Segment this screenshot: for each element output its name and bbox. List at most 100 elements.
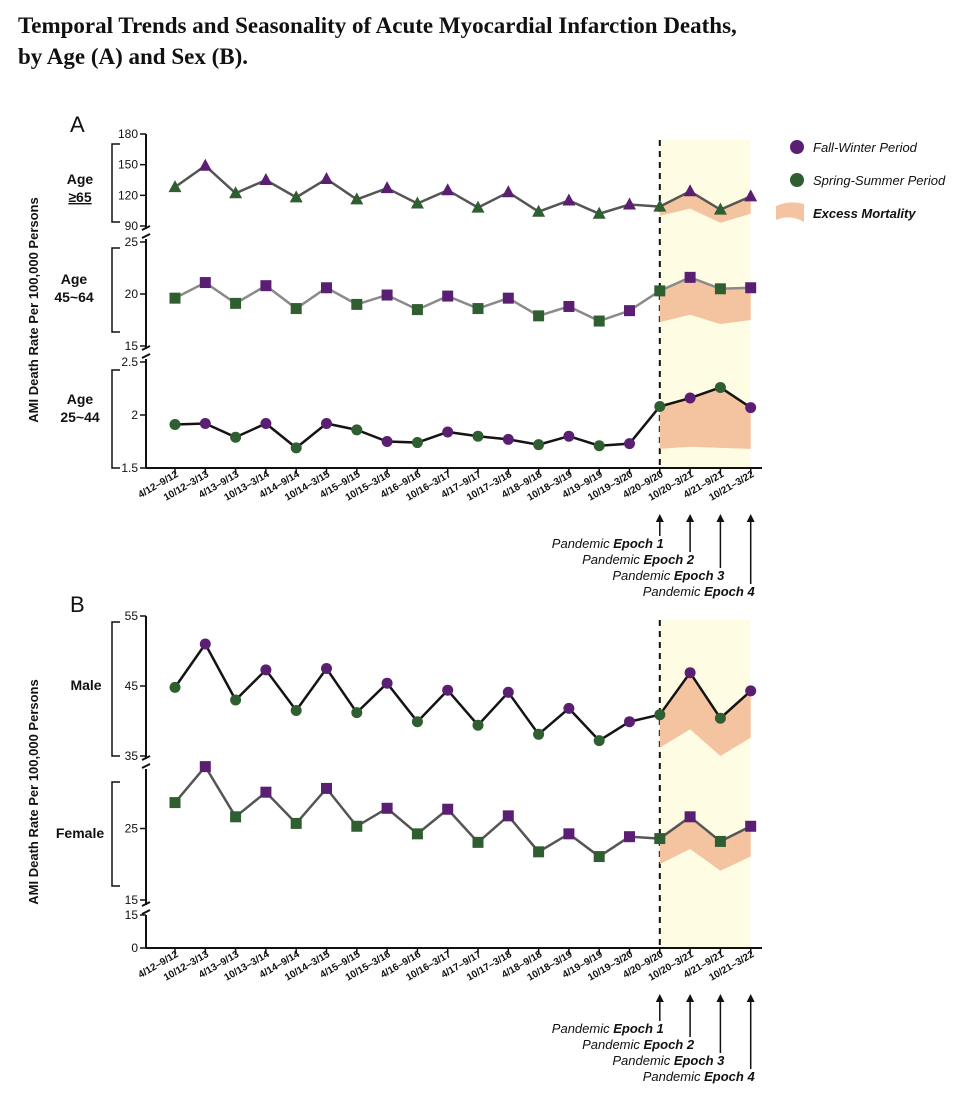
spring-summer-point [290, 442, 302, 454]
pandemic-period-background [659, 620, 750, 948]
epoch-label-number: Epoch 1 [613, 1021, 664, 1036]
y-axis-label: AMI Death Rate Per 100,000 Persons [26, 679, 41, 904]
spring-summer-point [351, 424, 363, 436]
fall-winter-point [624, 305, 635, 317]
legend-excess-swatch [776, 202, 804, 222]
fall-winter-point [381, 436, 393, 447]
axis-break-mark [141, 901, 151, 915]
fall-winter-point [684, 667, 696, 679]
epoch-arrow-head [746, 514, 755, 522]
fall-winter-point [563, 828, 575, 840]
row-label: Age [67, 171, 94, 187]
spring-summer-point [230, 431, 242, 443]
spring-summer-point [411, 304, 423, 316]
row-label: Female [56, 825, 104, 841]
spring-summer-point [654, 285, 666, 297]
spring-summer-point [714, 712, 726, 724]
spring-summer-point [229, 186, 243, 199]
y-tick-label: 150 [118, 158, 138, 172]
excess-mortality-band [659, 816, 751, 871]
fall-winter-point [502, 686, 514, 698]
fall-winter-point [442, 290, 454, 302]
spring-summer-point [351, 298, 363, 310]
fall-winter-point [684, 392, 696, 404]
legend-spring-summer-label: Spring-Summer Period [813, 173, 946, 188]
fall-winter-point [624, 831, 635, 843]
epoch-label-prefix: Pandemic [582, 552, 643, 567]
y-tick-label: 0 [131, 941, 138, 955]
row-label: Male [70, 677, 101, 693]
spring-summer-point [713, 202, 727, 215]
row-bracket [111, 621, 120, 757]
spring-summer-point [168, 180, 182, 193]
epoch-label-number: Epoch 2 [644, 552, 695, 567]
spring-summer-point [593, 440, 605, 452]
fall-winter-point [442, 426, 454, 438]
epoch-label: Pandemic Epoch 1 [552, 1021, 664, 1036]
epoch-label: Pandemic Epoch 3 [612, 1053, 725, 1068]
y-tick-label: 1.5 [121, 461, 138, 475]
fall-winter-point [562, 193, 576, 206]
spring-summer-point [290, 705, 302, 716]
epoch-arrow-head [686, 994, 695, 1002]
fall-winter-point [259, 173, 273, 185]
series-age-45-64: Age 45~64 15 20 25 [54, 235, 757, 353]
legend-fall-winter-marker [790, 140, 804, 154]
chart-title-line-1: Temporal Trends and Seasonality of Acute… [18, 13, 737, 38]
fall-winter-point [260, 786, 272, 798]
spring-summer-point [653, 199, 667, 212]
epoch-label: Pandemic Epoch 2 [582, 1037, 695, 1052]
epoch-label-prefix: Pandemic [612, 1053, 673, 1068]
spring-summer-point [472, 303, 484, 315]
fall-winter-point [745, 282, 757, 294]
epoch-arrow-head [686, 514, 695, 522]
y-tick-label: 90 [125, 219, 139, 233]
spring-summer-point [533, 310, 545, 322]
axis-break-mark [141, 345, 151, 359]
epoch-label-prefix: Pandemic [552, 536, 613, 551]
fall-winter-point [260, 280, 272, 292]
epoch-label: Pandemic Epoch 2 [582, 552, 695, 567]
epoch-label-prefix: Pandemic [582, 1037, 643, 1052]
epoch-arrow-head [746, 994, 755, 1002]
spring-summer-point [410, 196, 424, 209]
spring-summer-point [533, 846, 545, 858]
spring-summer-point [714, 381, 726, 393]
fall-winter-point [745, 685, 757, 697]
spring-summer-point [289, 190, 303, 203]
panel-label: B [70, 592, 85, 617]
epoch-label-prefix: Pandemic [643, 584, 704, 599]
epoch-arrow-head [716, 514, 725, 522]
epoch-label-number: Epoch 3 [674, 1053, 725, 1068]
y-tick-label: 35 [125, 749, 139, 763]
spring-summer-point [593, 735, 605, 747]
excess-mortality-band [659, 672, 751, 756]
spring-summer-point [714, 835, 726, 847]
spring-summer-point [472, 430, 484, 442]
epoch-label-prefix: Pandemic [552, 1021, 613, 1036]
y-axis-label: AMI Death Rate Per 100,000 Persons [26, 197, 41, 422]
row-label: Age [61, 271, 88, 287]
fall-winter-point [684, 271, 696, 283]
series-age-25-44: Age 25~44 1.5 2 2.5 [60, 355, 757, 475]
epoch-label-number: Epoch 4 [704, 584, 755, 599]
legend-excess-label: Excess Mortality [813, 206, 916, 221]
row-bracket [111, 143, 120, 223]
fall-winter-point [321, 282, 332, 294]
fall-winter-point [199, 638, 211, 650]
y-tick-label: 25 [125, 235, 139, 249]
spring-summer-point [230, 811, 242, 823]
fall-winter-point [624, 438, 635, 450]
row-bracket [111, 781, 120, 887]
spring-summer-point [593, 851, 605, 863]
fall-winter-point [441, 183, 455, 196]
epoch-label: Pandemic Epoch 3 [612, 568, 725, 583]
fall-winter-point [321, 782, 332, 794]
fall-winter-point [502, 433, 514, 445]
epoch-label: Pandemic Epoch 1 [552, 536, 664, 551]
fall-winter-point [684, 811, 696, 823]
epoch-label-number: Epoch 3 [674, 568, 725, 583]
